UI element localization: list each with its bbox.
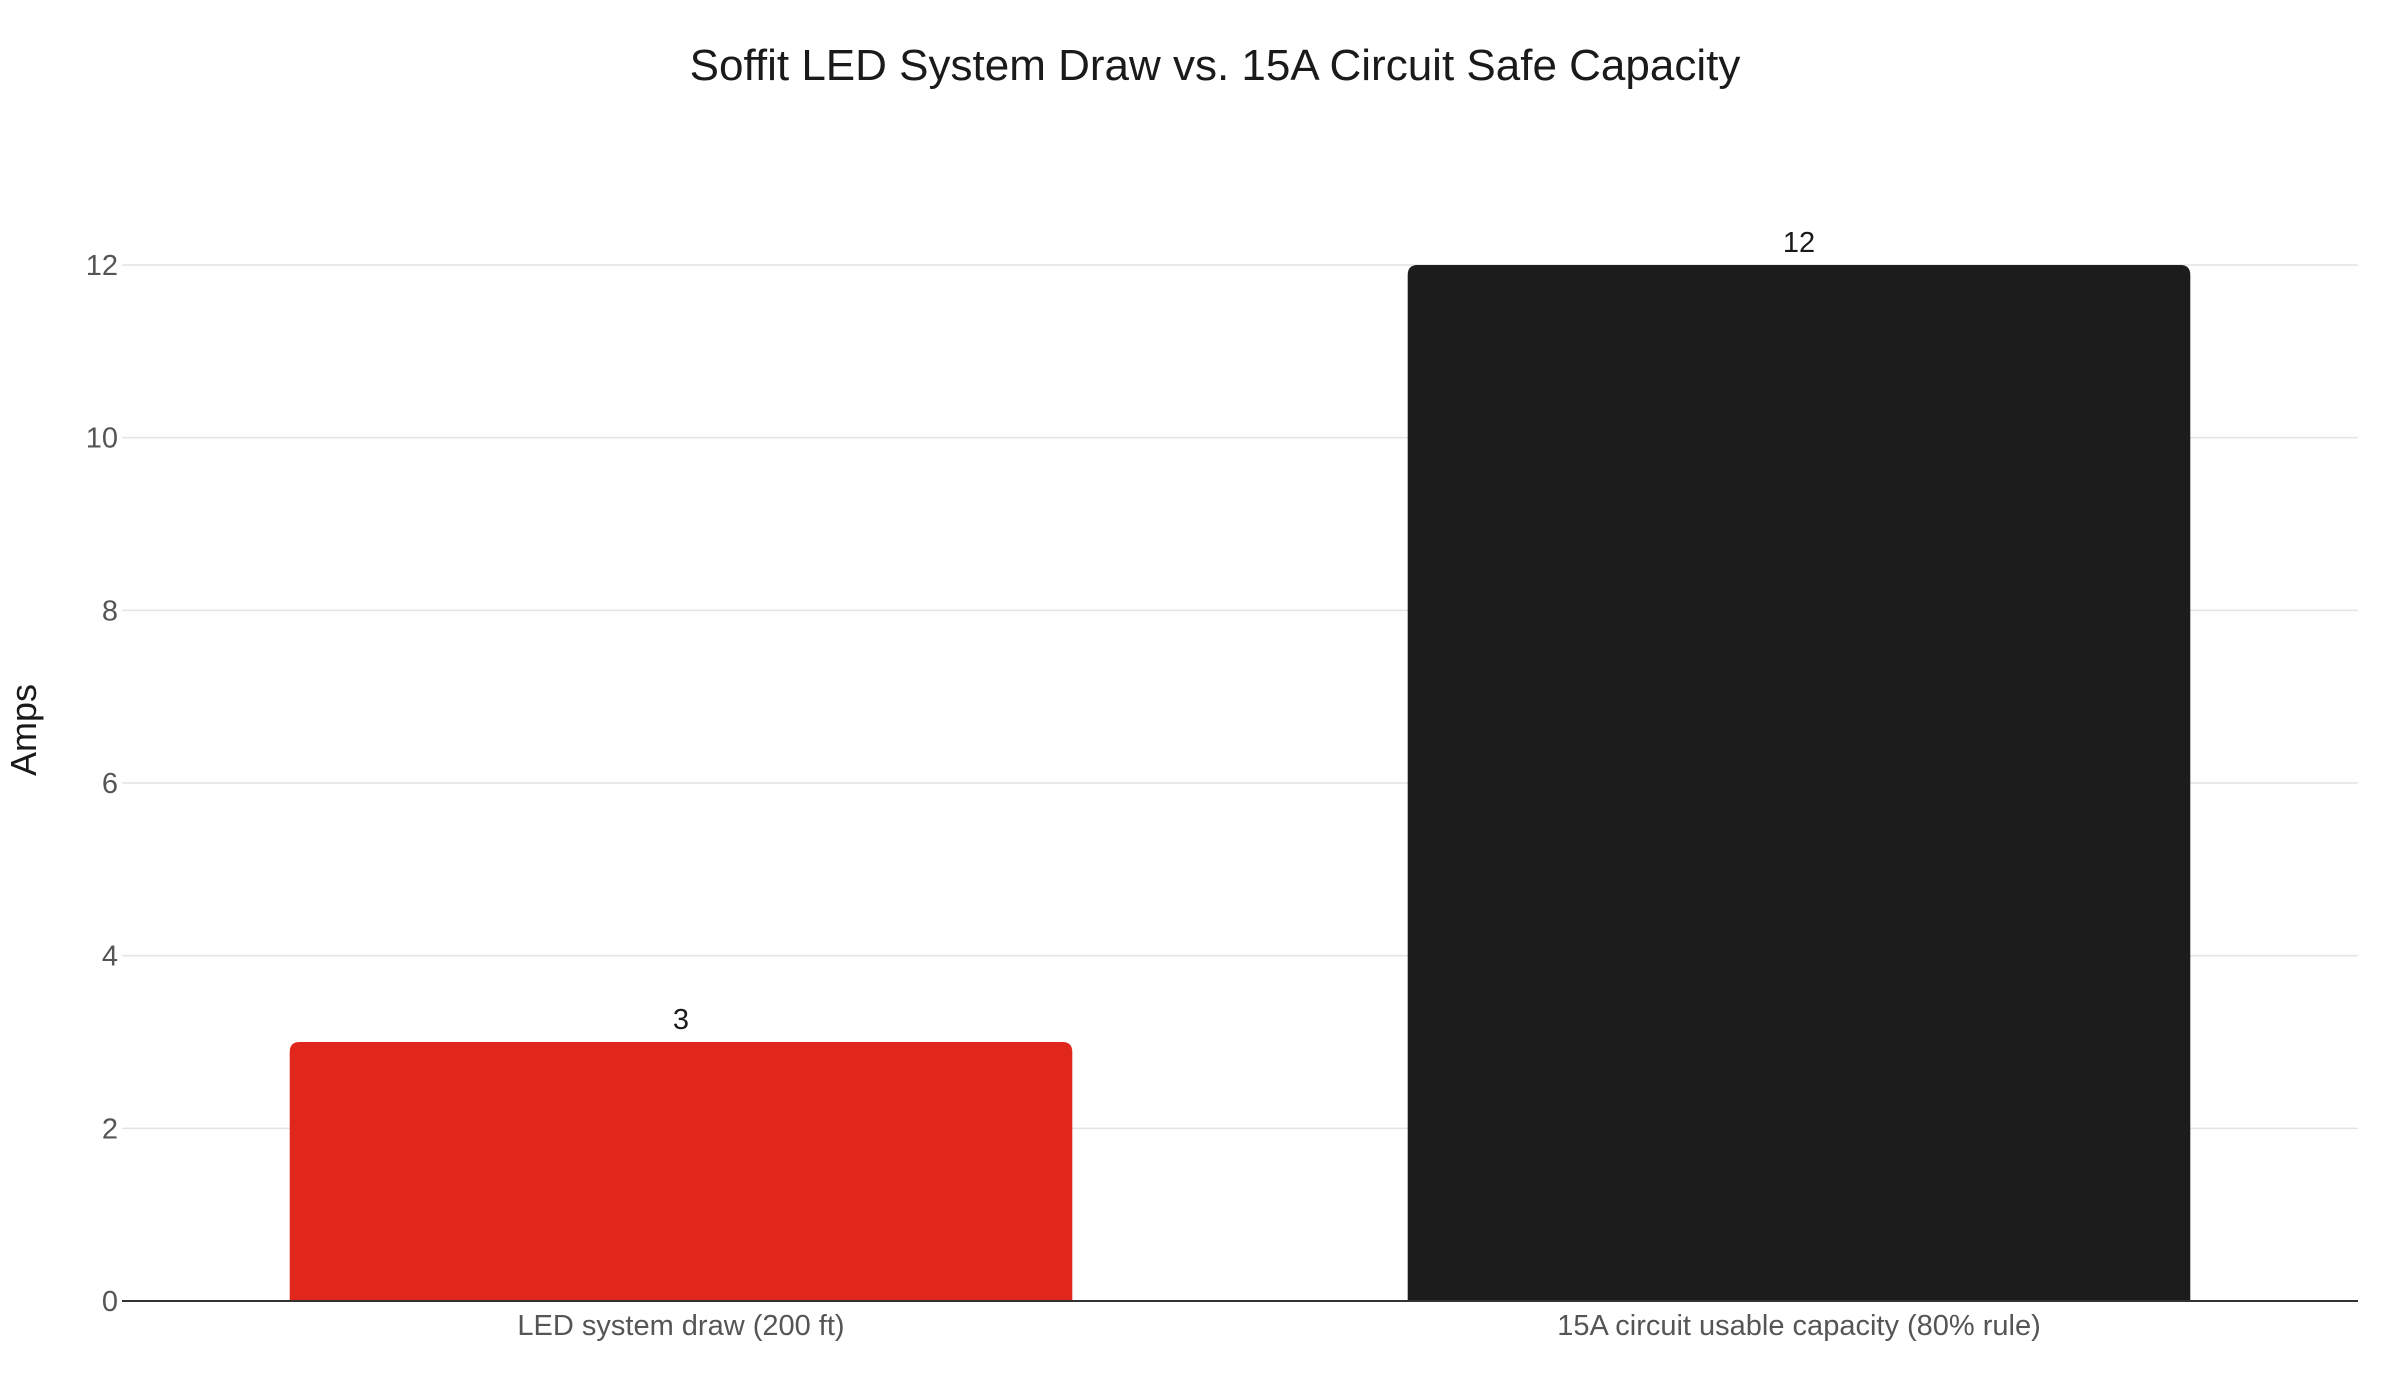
chart-title: Soffit LED System Draw vs. 15A Circuit S…	[690, 41, 1741, 90]
y-tick-label: 4	[102, 941, 118, 973]
x-category-label: LED system draw (200 ft)	[517, 1310, 844, 1342]
y-tick-label: 6	[102, 768, 118, 800]
y-axis-ticks: 0 2 4 6 8 10 12	[86, 250, 118, 1318]
x-axis-categories: LED system draw (200 ft) 15A circuit usab…	[517, 1310, 2040, 1342]
bars	[289, 265, 2191, 1301]
bar	[289, 1042, 1073, 1301]
y-axis-label: Amps	[3, 684, 44, 776]
bar-value-label: 3	[673, 1004, 689, 1036]
y-tick-label: 2	[102, 1113, 118, 1145]
bar	[1407, 265, 2191, 1301]
data-labels: 3 12	[673, 227, 1815, 1036]
y-tick-label: 10	[86, 423, 118, 455]
y-tick-label: 12	[86, 250, 118, 282]
x-category-label: 15A circuit usable capacity (80% rule)	[1557, 1310, 2041, 1342]
y-tick-label: 8	[102, 595, 118, 627]
bar-value-label: 12	[1783, 227, 1815, 259]
y-tick-label: 0	[102, 1286, 118, 1318]
